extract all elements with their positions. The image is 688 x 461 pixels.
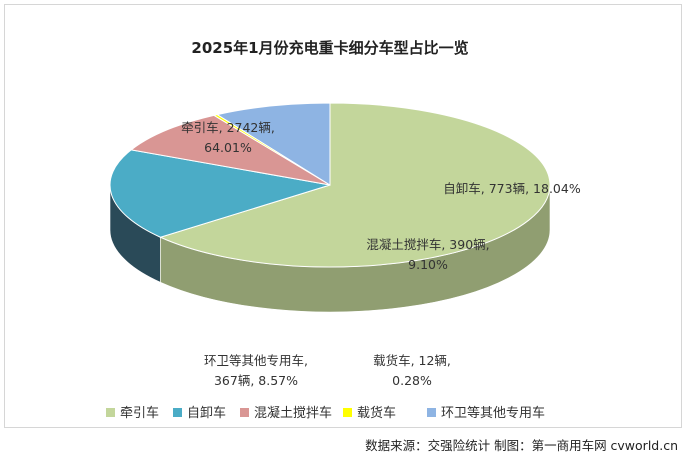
pie-slice-2 <box>130 114 331 186</box>
legend-swatch-3 <box>343 408 352 417</box>
legend-swatch-2 <box>240 408 249 417</box>
legend-label-0: 牵引车 <box>120 405 159 421</box>
legend-label-2: 混凝土搅拌车 <box>254 405 332 421</box>
pie-slice-4 <box>215 102 331 186</box>
data-label-line1: 牵引车, 2742辆, <box>181 120 275 135</box>
data-label-line1: 混凝土搅拌车, 390辆, <box>366 237 489 252</box>
data-labels: 牵引车, 2742辆, 64.01% 自卸车, 773辆, 18.04% 混凝土搅拌车… <box>181 120 581 388</box>
data-label-line1: 环卫等其他专用车, <box>204 353 308 368</box>
data-label-4: 环卫等其他专用车, 367辆, 8.57% <box>204 353 308 388</box>
data-label-line2: 9.10% <box>408 257 448 272</box>
data-label-line1: 自卸车, 773辆, 18.04% <box>443 181 581 196</box>
chart-frame <box>4 4 682 428</box>
chart-title: 2025年1月份充电重卡细分车型占比一览 <box>191 39 468 57</box>
data-label-line2: 64.01% <box>204 140 252 155</box>
data-label-1: 自卸车, 773辆, 18.04% <box>443 181 581 196</box>
pie-slice-1 <box>109 149 331 238</box>
legend-label-3: 载货车 <box>357 405 396 421</box>
legend-swatch-0 <box>106 408 115 417</box>
legend-label-1: 自卸车 <box>187 405 226 421</box>
data-label-line1: 载货车, 12辆, <box>373 353 451 368</box>
data-label-2: 混凝土搅拌车, 390辆, 9.10% <box>366 237 489 272</box>
legend-label-4: 环卫等其他专用车 <box>441 405 545 421</box>
data-label-line2: 0.28% <box>392 373 432 388</box>
data-label-0: 牵引车, 2742辆, 64.01% <box>181 120 275 155</box>
source-footer: 数据来源：交强险统计 制图：第一商用车网 cvworld.cn <box>365 438 678 453</box>
data-label-line2: 367辆, 8.57% <box>214 373 298 388</box>
legend: 牵引车 自卸车 混凝土搅拌车 载货车 环卫等其他专用车 <box>106 405 545 421</box>
legend-swatch-4 <box>427 408 436 417</box>
legend-swatch-1 <box>173 408 182 417</box>
pie-slice-0 <box>159 102 551 268</box>
data-label-3: 载货车, 12辆, 0.28% <box>373 353 451 388</box>
pie-slices <box>109 102 551 268</box>
